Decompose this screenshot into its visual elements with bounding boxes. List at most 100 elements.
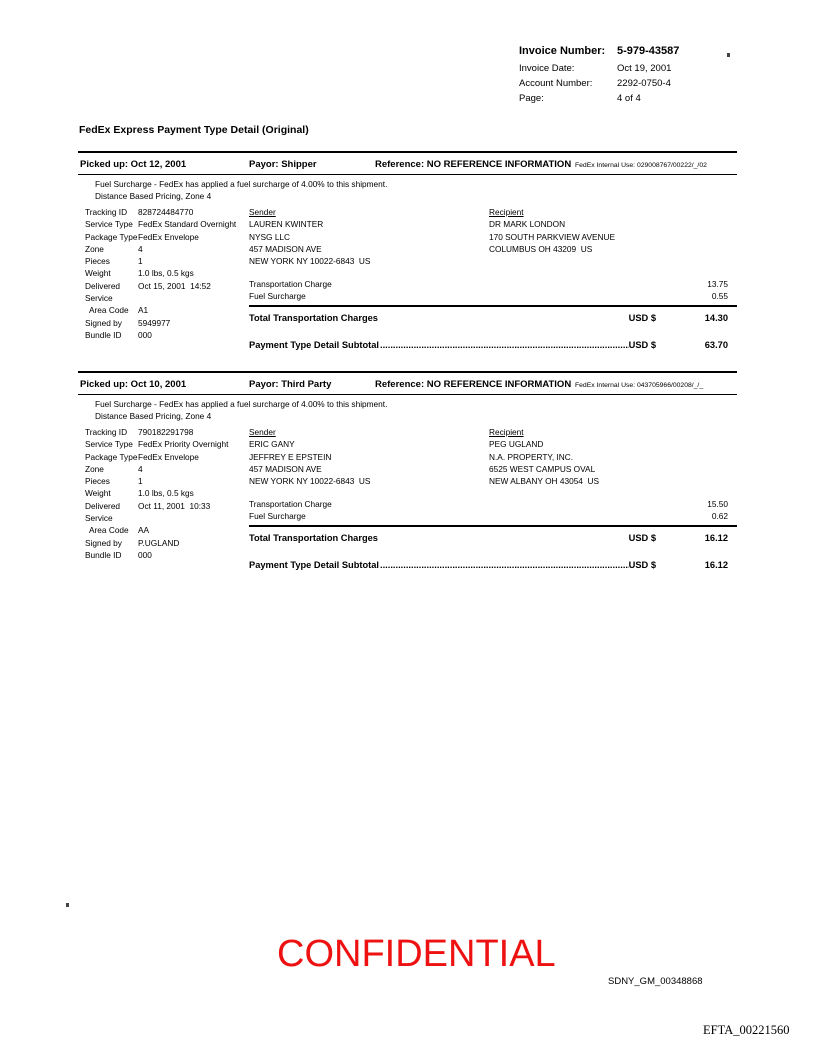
fuel-surcharge-note: Fuel Surcharge - FedEx has applied a fue…	[95, 179, 388, 189]
detail-row: Weight 1.0 lbs, 0.5 kgs	[85, 488, 194, 499]
section-top-rule	[78, 151, 737, 153]
detail-row: Tracking ID 790182291798	[85, 427, 194, 437]
sender-address: Sender LAUREN KWINTER NYSG LLC 457 MADIS…	[249, 206, 370, 267]
sender-line: NEW YORK NY 10022-6843 US	[249, 256, 371, 267]
charge-row: Transportation Charge 15.50	[249, 499, 728, 509]
charges-rule	[249, 525, 737, 527]
sender-heading: Sender	[249, 207, 276, 217]
pricing-note: Distance Based Pricing, Zone 4	[95, 410, 212, 421]
exhibit-number: EFTA_00221560	[703, 1023, 790, 1037]
section-header-rule	[78, 174, 737, 175]
charges-block: Transportation Charge 13.75 Fuel Surchar…	[249, 278, 737, 350]
shipment-section: Picked up: Oct 12, 2001 Payor: Shipper R…	[78, 151, 737, 371]
shipment-notes: Fuel Surcharge - FedEx has applied a fue…	[95, 399, 387, 423]
charge-row: Transportation Charge 13.75	[249, 279, 728, 289]
charges-block: Transportation Charge 15.50 Fuel Surchar…	[249, 498, 737, 570]
section-top-rule	[78, 371, 737, 373]
detail-row: Package Type FedEx Envelope	[85, 451, 199, 462]
dot-leader	[379, 340, 629, 350]
recipient-address: Recipient DR MARK LONDON 170 SOUTH PARKV…	[489, 206, 615, 267]
recipient-line: DR MARK LONDON	[489, 219, 566, 230]
detail-row: Service	[85, 293, 113, 304]
charge-row: Fuel Surcharge 0.55	[249, 291, 728, 301]
invoice-date-value: Oct 19, 2001	[617, 63, 672, 74]
account-number-row: Account Number: 2292-0750-4	[519, 76, 679, 91]
detail-row: Tracking ID 828724484770	[85, 207, 194, 217]
detail-row: Zone 4	[85, 243, 143, 254]
detail-row: Package Type FedEx Envelope	[85, 231, 199, 242]
detail-row: Pieces 1	[85, 476, 143, 487]
total-amount: 14.30	[704, 313, 728, 323]
account-number-label: Account Number:	[519, 78, 593, 89]
total-currency: USD $	[628, 533, 656, 543]
detail-row: Pieces 1	[85, 256, 143, 267]
invoice-date-label: Invoice Date:	[519, 63, 575, 74]
fuel-surcharge-note: Fuel Surcharge - FedEx has applied a fue…	[95, 399, 388, 409]
subtotal-currency: USD $	[628, 340, 656, 350]
payor-label: Payor: Shipper	[249, 159, 317, 170]
subtotal-amount: 63.70	[704, 340, 728, 350]
recipient-heading: Recipient	[489, 427, 524, 437]
sender-line: ERIC GANY	[249, 439, 295, 450]
reference-label: Reference: NO REFERENCE INFORMATION	[375, 379, 572, 390]
recipient-heading: Recipient	[489, 207, 524, 217]
subtotal-label: Payment Type Detail Subtotal	[249, 340, 380, 350]
scan-artifact-dot	[727, 53, 730, 57]
subtotal-row: Payment Type Detail Subtotal USD $ 63.70	[249, 340, 737, 350]
fedex-internal-use: FedEx Internal Use: 029008767/00222/_/02	[575, 161, 707, 169]
total-amount: 16.12	[704, 533, 728, 543]
detail-row: Service	[85, 513, 113, 524]
sender-address: Sender ERIC GANY JEFFREY E EPSTEIN 457 M…	[249, 426, 370, 487]
reference-label: Reference: NO REFERENCE INFORMATION	[375, 159, 572, 170]
page-title: FedEx Express Payment Type Detail (Origi…	[79, 124, 309, 136]
sender-line: JEFFREY E EPSTEIN	[249, 451, 332, 462]
invoice-number-label: Invoice Number:	[519, 45, 606, 57]
recipient-line	[489, 255, 615, 267]
picked-up-label: Picked up: Oct 12, 2001	[80, 159, 187, 170]
subtotal-row: Payment Type Detail Subtotal USD $ 16.12	[249, 560, 737, 570]
shipment-details: Tracking ID 790182291798 Service Type FedE…	[85, 426, 228, 561]
detail-row: Signed by 5949977	[85, 317, 171, 328]
recipient-line: 170 SOUTH PARKVIEW AVENUE	[489, 231, 616, 242]
shipment-details: Tracking ID 828724484770 Service Type FedE…	[85, 206, 236, 341]
detail-row: Signed by P.UGLAND	[85, 537, 180, 548]
detail-row: Service Type FedEx Priority Overnight	[85, 439, 229, 450]
total-row: Total Transportation Charges USD $ 16.12	[249, 533, 737, 543]
recipient-line: COLUMBUS OH 43209 US	[489, 243, 593, 254]
recipient-line: 6525 WEST CAMPUS OVAL	[489, 463, 596, 474]
shipment-section: Picked up: Oct 10, 2001 Payor: Third Par…	[78, 371, 737, 591]
dot-leader	[379, 560, 629, 570]
detail-row: Delivered Oct 11, 2001 10:33	[85, 500, 211, 511]
shipment-notes: Fuel Surcharge - FedEx has applied a fue…	[95, 179, 387, 203]
recipient-address: Recipient PEG UGLAND N.A. PROPERTY, INC.…	[489, 426, 599, 487]
account-number-value: 2292-0750-4	[617, 78, 671, 89]
recipient-line: N.A. PROPERTY, INC.	[489, 451, 574, 462]
bates-number: SDNY_GM_00348868	[608, 976, 703, 987]
page-number-label: Page:	[519, 93, 544, 104]
total-row: Total Transportation Charges USD $ 14.30	[249, 313, 737, 323]
invoice-date-row: Invoice Date: Oct 19, 2001	[519, 61, 679, 76]
charge-row: Fuel Surcharge 0.62	[249, 511, 728, 521]
sender-line: NYSG LLC	[249, 231, 291, 242]
invoice-number-row: Invoice Number: 5-979-43587	[519, 44, 679, 59]
page-number-row: Page: 4 of 4	[519, 91, 679, 106]
recipient-line: NEW ALBANY OH 43054 US	[489, 476, 600, 487]
page-number-value: 4 of 4	[617, 93, 641, 104]
sender-line: LAUREN KWINTER	[249, 219, 324, 230]
detail-row: Zone 4	[85, 463, 143, 474]
sender-line: 457 MADISON AVE	[249, 243, 322, 254]
detail-row: Area Code AA	[89, 525, 150, 536]
payor-label: Payor: Third Party	[249, 379, 332, 390]
subtotal-label: Payment Type Detail Subtotal	[249, 560, 380, 570]
scan-artifact-dot	[66, 903, 69, 907]
charges-rule	[249, 305, 737, 307]
subtotal-amount: 16.12	[704, 560, 728, 570]
sender-line: NEW YORK NY 10022-6843 US	[249, 476, 371, 487]
confidential-stamp: CONFIDENTIAL	[277, 933, 556, 975]
picked-up-label: Picked up: Oct 10, 2001	[80, 379, 187, 390]
sender-heading: Sender	[249, 427, 276, 437]
total-currency: USD $	[628, 313, 656, 323]
sender-line: 457 MADISON AVE	[249, 463, 322, 474]
subtotal-currency: USD $	[628, 560, 656, 570]
